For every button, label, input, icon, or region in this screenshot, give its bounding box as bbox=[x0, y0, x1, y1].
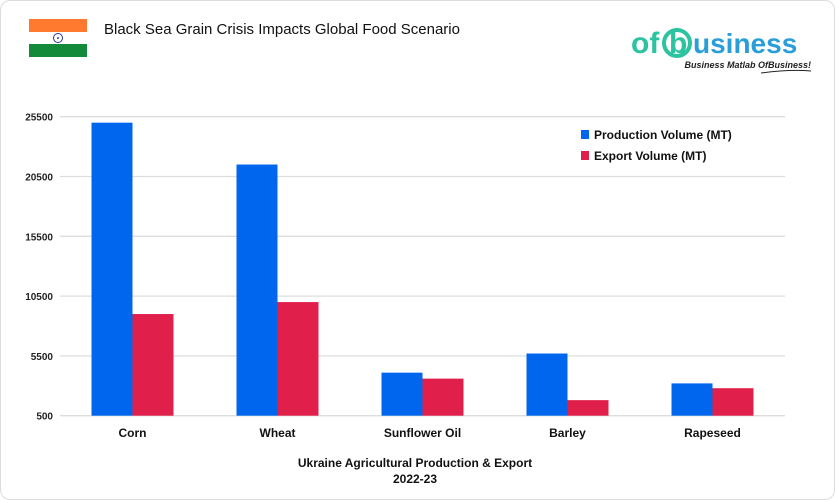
ofbusiness-logo: of b usiness Business Matlab OfBusiness! bbox=[631, 27, 812, 74]
bar-production bbox=[91, 122, 133, 416]
legend-swatch bbox=[581, 151, 589, 160]
bar-production bbox=[526, 353, 568, 416]
bar-export bbox=[132, 314, 174, 416]
x-tick-label: Barley bbox=[549, 426, 586, 440]
y-tick-label: 25500 bbox=[25, 113, 53, 124]
y-tick-label: 10500 bbox=[25, 292, 53, 303]
bar-export bbox=[277, 302, 319, 416]
bar-production bbox=[381, 372, 423, 416]
y-tick-label: 20500 bbox=[25, 173, 53, 184]
legend-swatch bbox=[581, 130, 589, 139]
india-flag-icon bbox=[29, 19, 87, 57]
x-axis-title: Ukraine Agricultural Production & Export bbox=[298, 456, 532, 470]
bar-export bbox=[422, 378, 464, 416]
bar-production bbox=[671, 383, 713, 416]
x-tick-label: Corn bbox=[119, 426, 147, 440]
bar-export bbox=[567, 400, 609, 416]
svg-text:usiness: usiness bbox=[693, 28, 797, 59]
y-tick-label: 15500 bbox=[25, 232, 53, 243]
bar-production bbox=[236, 164, 278, 416]
x-tick-label: Rapeseed bbox=[684, 426, 741, 440]
svg-text:of: of bbox=[631, 27, 660, 60]
svg-text:Business Matlab OfBusiness!: Business Matlab OfBusiness! bbox=[684, 60, 811, 70]
y-tick-label: 5500 bbox=[31, 352, 54, 363]
bar-export bbox=[712, 388, 754, 416]
legend-label: Production Volume (MT) bbox=[594, 128, 732, 142]
x-tick-label: Wheat bbox=[260, 426, 296, 440]
x-axis-subtitle: 2022-23 bbox=[393, 472, 437, 486]
y-tick-label: 500 bbox=[36, 412, 53, 423]
legend-label: Export Volume (MT) bbox=[594, 149, 706, 163]
page-title: Black Sea Grain Crisis Impacts Global Fo… bbox=[104, 21, 460, 38]
x-tick-label: Sunflower Oil bbox=[384, 426, 461, 440]
svg-text:b: b bbox=[669, 27, 687, 60]
